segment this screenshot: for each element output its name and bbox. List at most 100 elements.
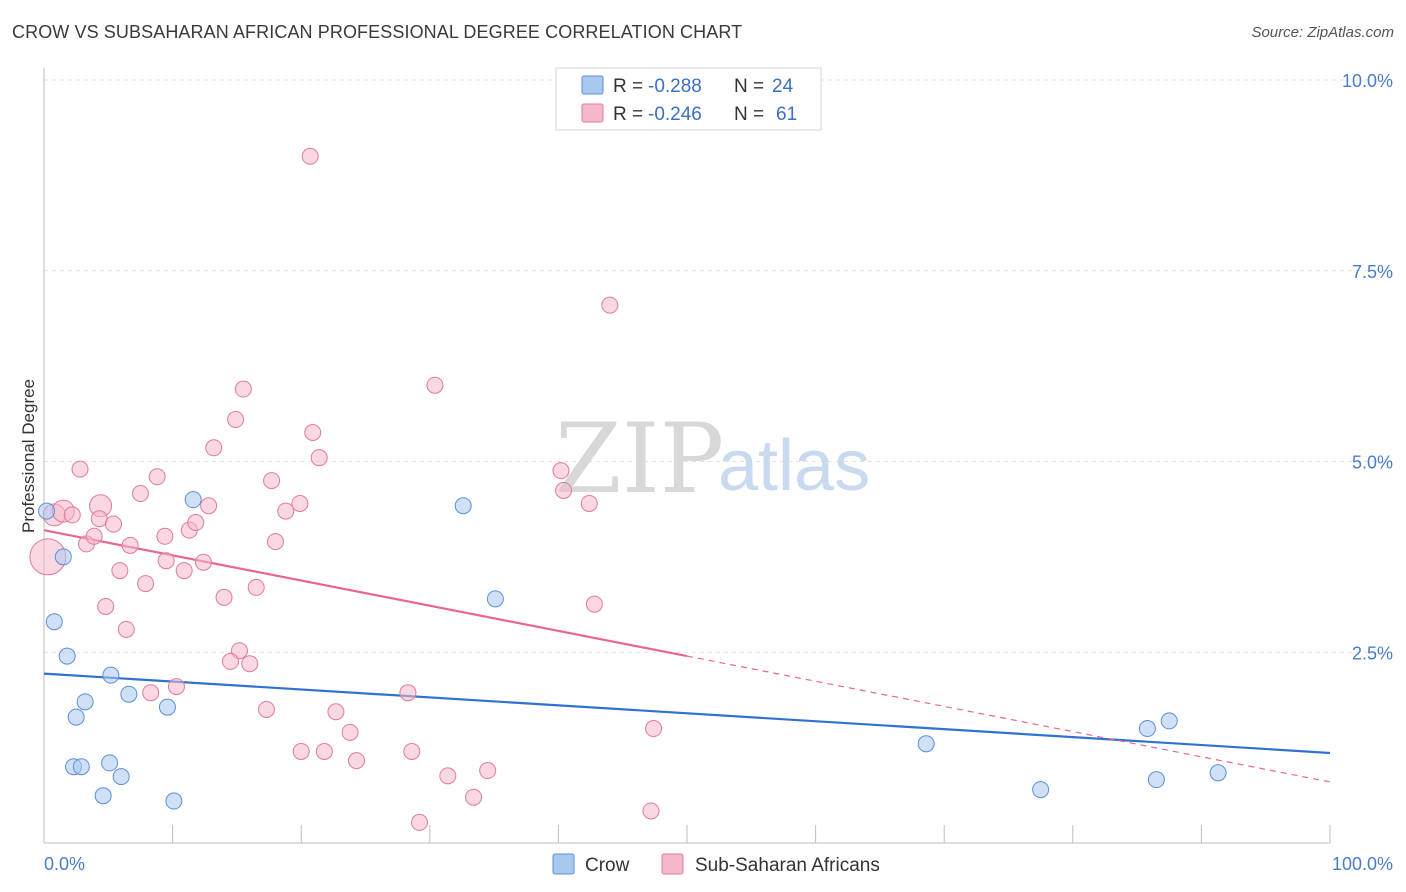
data-point (486, 590, 504, 608)
x-tick-label-min: 0.0% (44, 854, 85, 874)
data-point (156, 527, 174, 545)
legend-n-label-subsaharan: N = (734, 104, 764, 125)
trend-lines (43, 529, 1331, 783)
data-point (580, 494, 598, 512)
legend-n-value-subsaharan: 61 (776, 104, 797, 125)
data-point (645, 720, 663, 738)
data-point (121, 536, 139, 554)
data-point (200, 497, 218, 515)
data-point (137, 575, 155, 593)
data-point (257, 700, 275, 718)
data-point (76, 693, 94, 711)
correlation-legend: R = -0.288 N = 24 R = -0.246 N = 61 (555, 67, 822, 131)
data-point (221, 652, 239, 670)
data-point (642, 802, 660, 820)
data-point (112, 768, 130, 786)
legend-r-label-crow: R = (613, 76, 643, 97)
data-point (85, 527, 103, 545)
data-point (234, 380, 252, 398)
data-point (194, 553, 212, 571)
bottom-legend-swatch-crow (552, 853, 575, 875)
data-point (292, 742, 310, 760)
data-point (67, 708, 85, 726)
series-legend: Crow Sub-Saharan Africans (552, 853, 880, 876)
data-point (263, 472, 281, 490)
data-point (1032, 781, 1050, 799)
data-point (97, 597, 115, 615)
data-point (479, 762, 497, 780)
data-point (399, 684, 417, 702)
data-point (187, 514, 205, 532)
watermark: ZIP atlas (555, 403, 870, 515)
data-point (1147, 771, 1165, 789)
trend-line-subsaharan (43, 529, 688, 658)
watermark-atlas: atlas (718, 426, 870, 506)
data-point (555, 481, 573, 499)
data-point (917, 735, 935, 753)
legend-swatch-subsaharan (581, 103, 604, 123)
data-points (29, 147, 1227, 831)
data-point (341, 723, 359, 741)
data-point (1209, 764, 1227, 782)
y-tick-labels: 2.5% 5.0% 7.5% 10.0% (1342, 71, 1393, 663)
data-point (552, 462, 570, 480)
data-point (291, 494, 309, 512)
data-point (227, 411, 245, 429)
data-point (301, 147, 319, 165)
x-tick-labels: 0.0% 100.0% (44, 854, 1393, 874)
data-point (58, 647, 76, 665)
data-point (411, 813, 429, 831)
data-point (1160, 712, 1178, 730)
data-point (148, 468, 166, 486)
data-point (104, 515, 122, 533)
bottom-legend-swatch-subsaharan (661, 853, 684, 875)
legend-swatch-crow (581, 75, 604, 95)
series-crow (38, 491, 1227, 810)
data-point (63, 506, 81, 524)
data-point (101, 754, 119, 772)
data-point (158, 698, 176, 716)
axes (43, 68, 1331, 844)
y-tick-label: 10.0% (1342, 71, 1393, 91)
data-point (38, 502, 56, 520)
data-point (277, 502, 295, 520)
y-tick-label: 5.0% (1352, 453, 1393, 473)
legend-r-value-subsaharan: -0.246 (648, 104, 702, 125)
bottom-legend-label-crow: Crow (585, 855, 630, 876)
data-point (310, 449, 328, 467)
data-point (327, 703, 345, 721)
legend-n-label-crow: N = (734, 76, 764, 97)
y-axis-label: Professional Degree (19, 379, 38, 533)
data-point (175, 562, 193, 580)
data-point (347, 752, 365, 770)
data-point (157, 552, 175, 570)
data-point (247, 578, 265, 596)
data-point (403, 742, 421, 760)
legend-r-value-crow: -0.288 (648, 76, 702, 97)
data-point (315, 742, 333, 760)
data-point (72, 758, 90, 776)
data-point (111, 562, 129, 580)
data-point (205, 439, 223, 457)
data-point (120, 685, 138, 703)
data-point (1138, 720, 1156, 738)
data-point (45, 613, 63, 631)
data-point (94, 787, 112, 805)
data-point (90, 510, 108, 528)
source-label: Source: ZipAtlas.com (1251, 24, 1394, 41)
bottom-legend-label-subsaharan: Sub-Saharan Africans (695, 855, 880, 876)
y-tick-label: 7.5% (1352, 262, 1393, 282)
data-point (241, 655, 259, 673)
chart-title: CROW VS SUBSAHARAN AFRICAN PROFESSIONAL … (12, 22, 743, 42)
data-point (71, 460, 89, 478)
grid-lines (44, 79, 1394, 653)
legend-r-label-subsaharan: R = (613, 104, 643, 125)
data-point (184, 491, 202, 509)
data-point (304, 424, 322, 442)
y-tick-label: 2.5% (1352, 643, 1393, 663)
data-point (585, 595, 603, 613)
watermark-zip: ZIP (555, 403, 724, 515)
data-point (167, 678, 185, 696)
data-point (439, 767, 457, 785)
